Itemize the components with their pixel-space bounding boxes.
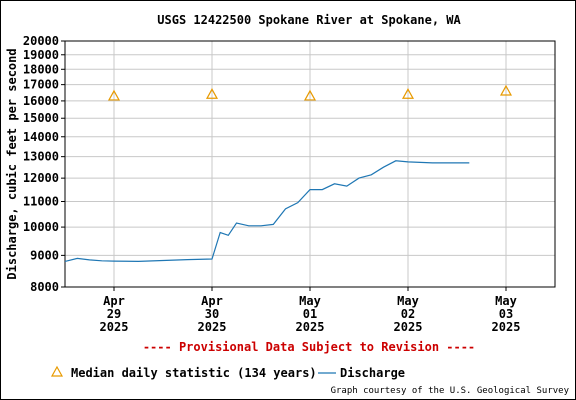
- y-tick-label: 11000: [23, 195, 59, 209]
- x-tick-label: 2025: [492, 320, 521, 334]
- provisional-note: ---- Provisional Data Subject to Revisio…: [143, 340, 475, 354]
- x-tick-label: Apr: [201, 294, 223, 308]
- y-tick-label: 10000: [23, 220, 59, 234]
- median-triangle-marker: [205, 88, 219, 99]
- y-tick-label: 9000: [30, 248, 59, 262]
- x-tick-label: Apr: [103, 294, 125, 308]
- y-tick-label: 20000: [23, 34, 59, 48]
- x-tick-label: 2025: [394, 320, 423, 334]
- x-tick-label: 30: [205, 307, 219, 321]
- credit-text: Graph courtesy of the U.S. Geological Su…: [331, 386, 570, 396]
- x-tick-label: May: [397, 294, 419, 308]
- x-tick-label: 2025: [198, 320, 227, 334]
- y-tick-label: 14000: [23, 130, 59, 144]
- y-tick-label: 18000: [23, 62, 59, 76]
- data-series: [64, 84, 513, 263]
- y-tick-label: 16000: [23, 94, 59, 108]
- legend: Median daily statistic (134 years) Disch…: [50, 365, 405, 380]
- x-tick-label: 01: [303, 307, 317, 321]
- grid-lines: [65, 40, 555, 288]
- x-tick-label: May: [299, 294, 321, 308]
- y-tick-label: 12000: [23, 171, 59, 185]
- legend-discharge-label: Discharge: [340, 366, 405, 380]
- x-tick-label: 29: [107, 307, 121, 321]
- y-axis-label: Discharge, cubic feet per second: [5, 48, 19, 279]
- y-tick-label: 13000: [23, 150, 59, 164]
- y-tick-label: 8000: [30, 280, 59, 294]
- x-tick-label: 02: [401, 307, 415, 321]
- x-tick-label: 2025: [100, 320, 129, 334]
- y-tick-label: 17000: [23, 78, 59, 92]
- x-axis-ticks: Apr292025Apr302025May012025May022025May0…: [100, 287, 521, 334]
- median-triangle-marker: [303, 89, 317, 101]
- x-tick-label: May: [495, 294, 517, 308]
- x-tick-label: 2025: [296, 320, 325, 334]
- median-triangle-marker: [401, 88, 415, 99]
- median-triangle-marker: [107, 89, 121, 101]
- legend-median-triangle-icon: [50, 365, 64, 377]
- discharge-series-line: [64, 160, 470, 263]
- legend-median-label: Median daily statistic (134 years): [71, 366, 317, 380]
- median-triangle-marker: [499, 84, 513, 96]
- y-tick-label: 15000: [23, 111, 59, 125]
- chart-title: USGS 12422500 Spokane River at Spokane, …: [157, 13, 461, 27]
- y-axis-ticks: 8000 9000 10000 11000 12000 13000 14000 15000 16…: [23, 34, 65, 294]
- x-tick-label: 03: [499, 307, 513, 321]
- y-tick-label: 19000: [23, 48, 59, 62]
